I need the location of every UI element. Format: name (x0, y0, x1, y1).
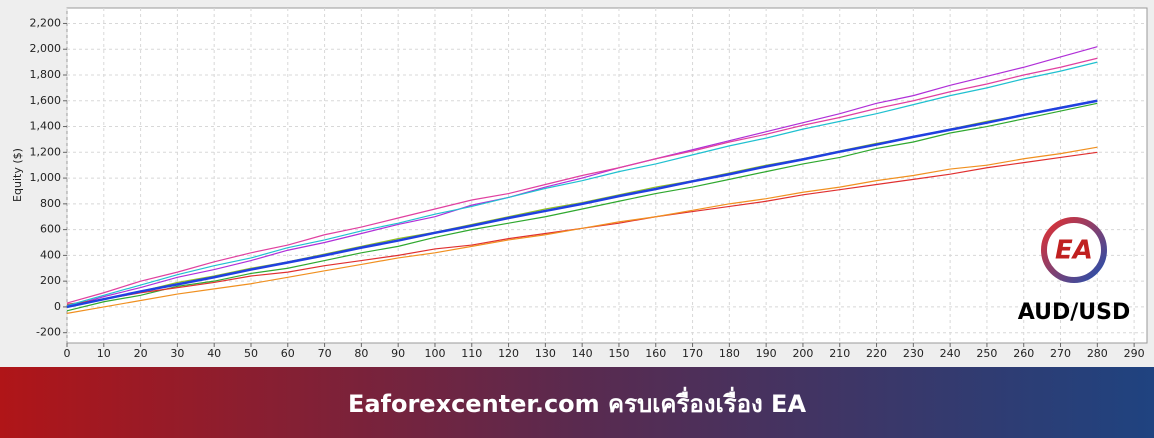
equity-line (66, 99, 1098, 309)
x-tick-label: 70 (318, 347, 332, 360)
x-tick-label: 130 (535, 347, 556, 360)
y-tick-label: 1,200 (30, 145, 62, 158)
x-tick-label: 240 (940, 347, 961, 360)
y-tick-label: 200 (40, 274, 61, 287)
x-tick-label: 20 (134, 347, 148, 360)
equity-line (66, 61, 1098, 307)
x-tick-label: 270 (1050, 347, 1071, 360)
x-tick-label: 140 (572, 347, 593, 360)
lines (66, 46, 1098, 314)
x-tick-label: 0 (64, 347, 71, 360)
x-tick-label: 290 (1124, 347, 1145, 360)
x-tick-label: 30 (170, 347, 184, 360)
x-tick-label: 260 (1013, 347, 1034, 360)
x-tick-label: 170 (682, 347, 703, 360)
currency-pair: AUD/USD (1018, 300, 1130, 325)
x-tick-label: 100 (424, 347, 445, 360)
y-tick-label: 1,600 (30, 94, 62, 107)
x-tick-label: 110 (461, 347, 482, 360)
grid (66, 8, 1147, 343)
x-tick-label: 280 (1087, 347, 1108, 360)
y-tick-label: 0 (54, 300, 61, 313)
y-tick-label: 600 (40, 223, 61, 236)
banner (0, 367, 1154, 438)
x-tick-label: 60 (281, 347, 295, 360)
equity-line (66, 146, 1098, 314)
logo-ring (1041, 217, 1107, 283)
plot-area (66, 7, 1148, 344)
y-tick-label: 1,000 (30, 171, 62, 184)
equity-line (66, 102, 1098, 312)
x-tick-label: 120 (498, 347, 519, 360)
x-tick-label: 230 (903, 347, 924, 360)
equity-line (66, 57, 1098, 304)
y-tick-label: 2,200 (30, 16, 62, 29)
x-tick-label: 80 (354, 347, 368, 360)
x-tick-label: 160 (645, 347, 666, 360)
x-tick-label: 10 (97, 347, 111, 360)
logo-mark: EA (1055, 236, 1093, 266)
x-tick-label: 150 (608, 347, 629, 360)
x-tick-label: 210 (829, 347, 850, 360)
x-tick-label: 250 (976, 347, 997, 360)
y-tick-label: 2,000 (30, 42, 62, 55)
x-tick-label: 180 (719, 347, 740, 360)
y-axis-label: Equity ($) (11, 148, 24, 202)
x-tick-label: 90 (391, 347, 405, 360)
y-tick-label: 1,400 (30, 120, 62, 133)
y-tick-label: 400 (40, 248, 61, 261)
equity-line (66, 46, 1098, 308)
y-tick-label: 800 (40, 197, 61, 210)
banner-text: Eaforexcenter.com ครบเครื่องเรื่อง EA (348, 386, 807, 418)
ticks: -20002004006008001,0001,2001,4001,6001,8… (30, 16, 1145, 360)
y-tick-label: 1,800 (30, 68, 62, 81)
x-tick-label: 50 (244, 347, 258, 360)
x-tick-label: 40 (207, 347, 221, 360)
x-tick-label: 220 (866, 347, 887, 360)
x-tick-label: 190 (756, 347, 777, 360)
y-tick-label: -200 (36, 326, 61, 339)
x-tick-label: 200 (792, 347, 813, 360)
